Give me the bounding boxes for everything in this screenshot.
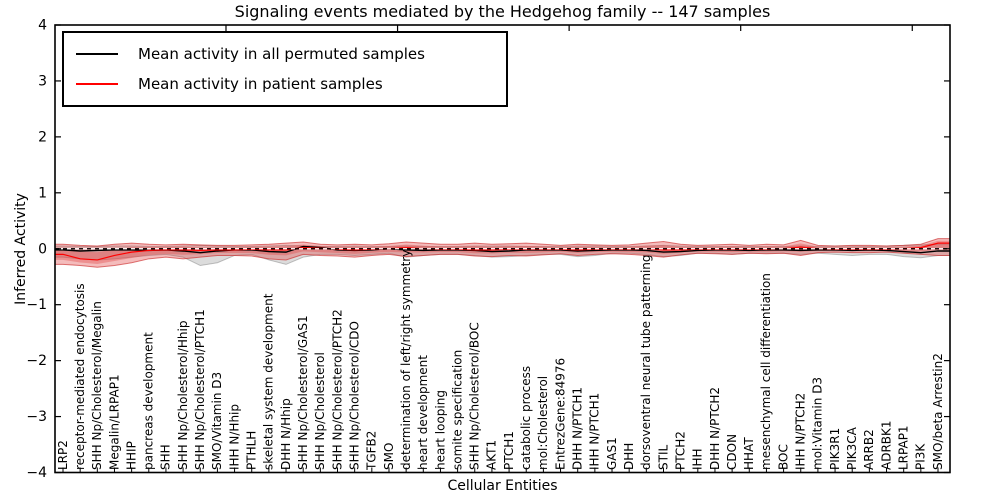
x-category-label: LRPAP1: [897, 425, 911, 470]
x-category-label: PTHLH: [245, 431, 259, 470]
x-category-label: IHH: [691, 448, 705, 470]
y-tick-label: −2: [26, 353, 47, 369]
legend: Mean activity in all permuted samples Me…: [62, 31, 508, 107]
x-category-label: PIK3R1: [828, 428, 842, 470]
x-category-label: SHH Np/Cholesterol/Hhip: [176, 321, 190, 470]
x-category-label: TGFB2: [365, 431, 379, 471]
x-category-label: IHH N/PTCH2: [794, 393, 808, 470]
x-category-label: SHH: [159, 444, 173, 470]
y-tick-label: 1: [38, 185, 47, 201]
x-category-label: BOC: [776, 444, 790, 470]
legend-line-red-icon: [76, 83, 118, 85]
x-category-label: PIK3CA: [845, 426, 859, 470]
x-category-label: PI3K: [914, 443, 928, 470]
x-category-label: SHH Np/Cholesterol: [313, 352, 327, 470]
x-category-label: CDON: [725, 434, 739, 470]
x-category-label: EntrezGene:84976: [553, 358, 567, 470]
x-category-label: PTCH1: [502, 431, 516, 470]
x-category-label: IHH N/PTCH1: [588, 393, 602, 470]
x-category-label: somite specification: [450, 350, 464, 470]
legend-label-permuted: Mean activity in all permuted samples: [138, 45, 425, 63]
x-category-label: SHH Np/Cholesterol/PTCH2: [330, 309, 344, 470]
y-tick-label: 2: [38, 129, 47, 145]
x-category-label: dorsoventral neural tube patterning: [639, 254, 653, 470]
x-category-label: SHH Np/Cholesterol/Megalin: [90, 301, 104, 470]
x-category-label: AKT1: [485, 440, 499, 470]
x-category-label: pancreas development: [142, 332, 156, 470]
x-category-label: SMO/Vitamin D3: [210, 372, 224, 470]
chart-title: Signaling events mediated by the Hedgeho…: [234, 2, 771, 21]
y-tick-label: 0: [38, 241, 47, 257]
x-axis-label: Cellular Entities: [447, 478, 558, 494]
x-category-label: PTCH2: [673, 431, 687, 470]
x-category-label: heart development: [416, 355, 430, 470]
y-tick-label: −3: [26, 409, 47, 425]
x-category-label: mol:Vitamin D3: [811, 377, 825, 470]
x-category-label: LRP2: [56, 440, 70, 470]
x-category-label: DHH N/PTCH1: [571, 387, 585, 470]
x-category-label: ADRBK1: [879, 420, 893, 470]
legend-label-patient: Mean activity in patient samples: [138, 75, 383, 93]
x-category-label: SMO/beta Arrestin2: [931, 353, 945, 470]
x-category-label: DHH: [622, 443, 636, 470]
x-category-label: STIL: [656, 445, 670, 470]
legend-item-patient: Mean activity in patient samples: [76, 69, 506, 99]
band-patient-inner: [55, 240, 950, 264]
x-category-label: determination of left/right symmetry: [399, 250, 413, 470]
x-category-label: ARRB2: [862, 429, 876, 470]
series-line-permuted: [55, 245, 950, 254]
x-category-label: SHH Np/Cholesterol/GAS1: [296, 315, 310, 470]
x-category-label: mol:Cholesterol: [536, 376, 550, 470]
x-category-label: heart looping: [433, 390, 447, 470]
x-category-label: mesenchymal cell differentiation: [759, 273, 773, 470]
x-category-label: SHH Np/Cholesterol/BOC: [468, 322, 482, 470]
y-tick-label: −1: [26, 297, 47, 313]
x-category-label: DHH N/Hhip: [279, 398, 293, 470]
y-axis-label: Inferred Activity: [13, 193, 29, 305]
y-tick-label: 3: [38, 73, 47, 89]
x-category-label: GAS1: [605, 437, 619, 470]
x-category-label: HHIP: [124, 441, 138, 470]
legend-item-permuted: Mean activity in all permuted samples: [76, 39, 506, 69]
x-category-label: IHH N/Hhip: [227, 404, 241, 470]
x-category-label: SHH Np/Cholesterol/PTCH1: [193, 309, 207, 470]
legend-line-black-icon: [76, 53, 118, 55]
x-category-label: Megalin/LRPAP1: [107, 374, 121, 470]
x-category-label: catabolic process: [519, 366, 533, 470]
x-category-label: HHAT: [742, 437, 756, 470]
x-category-label: SHH Np/Cholesterol/CDO: [348, 321, 362, 470]
y-tick-label: 4: [38, 18, 47, 34]
series-line-patient: [55, 242, 950, 261]
y-tick-label: −4: [26, 465, 47, 481]
x-category-label: DHH N/PTCH2: [708, 387, 722, 470]
x-category-label: SMO: [382, 443, 396, 470]
x-category-label: receptor-mediated endocytosis: [73, 283, 87, 470]
x-category-label: skeletal system development: [262, 293, 276, 470]
